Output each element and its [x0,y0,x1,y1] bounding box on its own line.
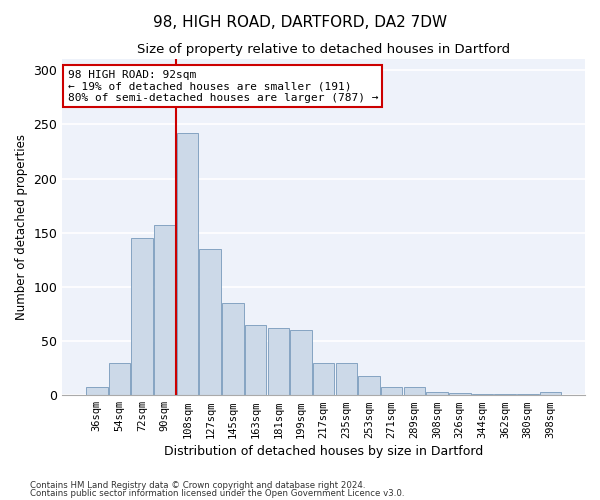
Bar [245,325,266,395]
Text: 98 HIGH ROAD: 92sqm
← 19% of detached houses are smaller (191)
80% of semi-detac: 98 HIGH ROAD: 92sqm ← 19% of detached ho… [68,70,378,102]
Text: Contains HM Land Registry data © Crown copyright and database right 2024.: Contains HM Land Registry data © Crown c… [30,480,365,490]
Bar [517,394,539,395]
Title: Size of property relative to detached houses in Dartford: Size of property relative to detached ho… [137,42,510,56]
Bar [335,362,357,395]
Bar [358,376,380,395]
Bar [449,393,470,395]
Bar [154,225,176,395]
Text: Contains public sector information licensed under the Open Government Licence v3: Contains public sector information licen… [30,489,404,498]
Bar [131,238,153,395]
Bar [177,133,199,395]
Bar [472,394,493,395]
Bar [109,362,130,395]
Bar [426,392,448,395]
Bar [404,386,425,395]
Bar [290,330,312,395]
Bar [313,362,334,395]
X-axis label: Distribution of detached houses by size in Dartford: Distribution of detached houses by size … [164,444,483,458]
Y-axis label: Number of detached properties: Number of detached properties [15,134,28,320]
Bar [268,328,289,395]
Bar [494,394,516,395]
Bar [199,249,221,395]
Bar [381,386,403,395]
Bar [86,386,107,395]
Bar [539,392,561,395]
Text: 98, HIGH ROAD, DARTFORD, DA2 7DW: 98, HIGH ROAD, DARTFORD, DA2 7DW [153,15,447,30]
Bar [222,303,244,395]
